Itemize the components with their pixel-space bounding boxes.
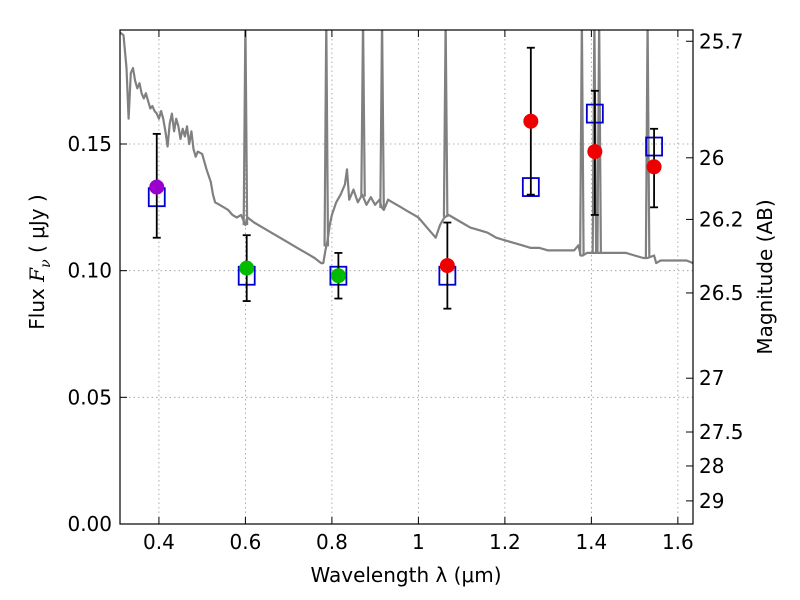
y-tick-label: 0.15 — [67, 132, 112, 156]
magnitude-tick-label: 27.5 — [699, 420, 744, 444]
x-tick-label: 1.2 — [489, 530, 521, 554]
emission-line-spike — [442, 30, 449, 217]
model-spectrum-line — [120, 31, 693, 265]
observed-point — [439, 258, 455, 274]
magnitude-tick-label: 27 — [699, 366, 724, 390]
plot-frame — [119, 29, 694, 525]
observed-point — [646, 159, 662, 175]
emission-line-spike — [323, 30, 330, 247]
x-tick-label: 1.6 — [662, 530, 694, 554]
y-axis-title-suffix: ( μJy ) — [25, 194, 49, 259]
emission-line-spike — [596, 30, 602, 253]
observed-point — [239, 260, 255, 276]
emission-line-spike — [360, 30, 366, 197]
magnitude-tick-label: 26 — [699, 146, 724, 170]
x-tick-label: 0.6 — [230, 530, 262, 554]
y-axis-title-subscript: ν — [38, 259, 54, 268]
y-tick-label: 0.00 — [67, 512, 112, 536]
magnitude-tick-label: 25.7 — [699, 29, 744, 53]
y-tick-label: 0.05 — [67, 385, 112, 409]
x-tick-label: 0.4 — [143, 530, 175, 554]
emission-line-spike — [242, 30, 249, 226]
magnitude-tick-label: 26.2 — [699, 207, 744, 231]
magnitude-tick-label: 26.5 — [699, 281, 744, 305]
markers — [147, 46, 663, 310]
y-axis-title-math: F — [25, 267, 49, 283]
x-tick-label: 1.4 — [575, 530, 607, 554]
observed-point — [587, 144, 603, 160]
emission-line-spike — [644, 30, 651, 259]
y-axis-title: Flux Fν ( μJy ) — [25, 194, 54, 329]
x-tick-label: 0.8 — [316, 530, 348, 554]
y-tick-label: 0.10 — [67, 259, 112, 283]
y2-axis-title: Magnitude (AB) — [753, 199, 777, 354]
magnitude-tick-label: 28 — [699, 454, 724, 478]
observed-point — [149, 179, 165, 195]
axes: 0.4 0.6 0.8 1 1.2 1.4 1.6 0.00 0.05 0.10 0.15 25.7 2… — [67, 29, 743, 554]
magnitude-tick-label: 29 — [699, 489, 724, 513]
emission-line-spike — [579, 30, 585, 256]
observed-point — [330, 268, 346, 284]
emission-line-spike — [379, 30, 385, 208]
x-axis-title: Wavelength λ (μm) — [310, 563, 501, 587]
observed-point — [523, 113, 539, 129]
y-axis-title-prefix: Flux — [25, 282, 49, 330]
x-tick-label: 1 — [412, 530, 425, 554]
